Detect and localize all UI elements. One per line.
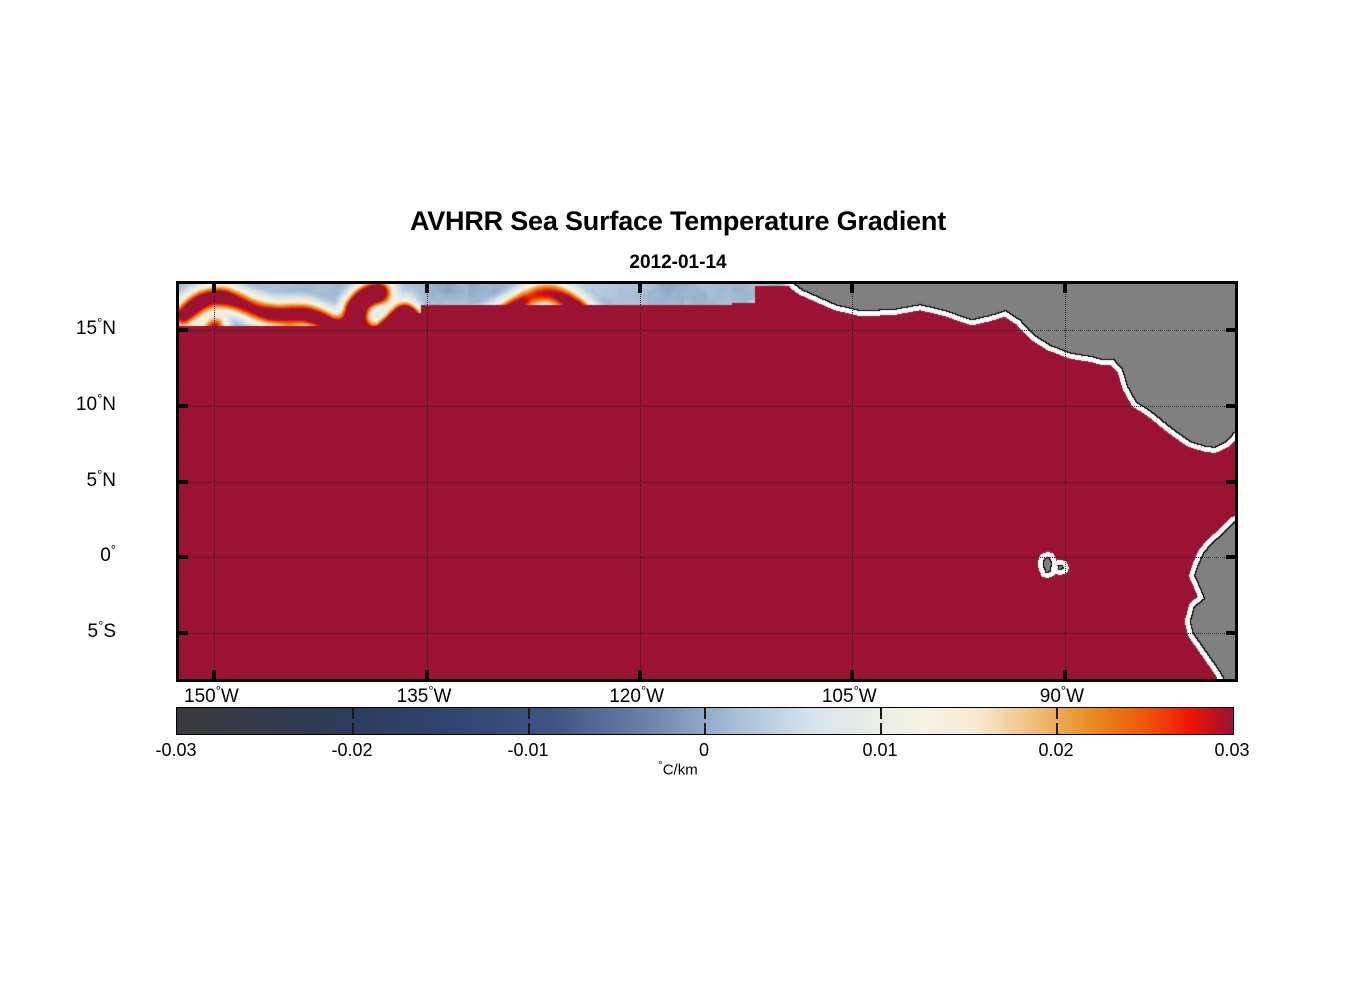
colorbar-unit-text: C/km: [662, 761, 698, 779]
x-axis-label: 90°W: [1039, 683, 1085, 708]
colorbar-tick-label: -0.02: [331, 740, 373, 760]
x-axis-label: 150°W: [184, 683, 239, 708]
y-axis-tick: [179, 327, 188, 332]
x-axis-tick: [850, 284, 855, 293]
colorbar-tick: [528, 723, 530, 734]
y-axis-label: 10°N: [75, 390, 116, 415]
x-axis-tick: [212, 284, 217, 293]
x-axis-tick: [212, 670, 217, 679]
colorbar-tick-label: 0: [698, 740, 710, 760]
y-axis-tick: [1226, 631, 1235, 636]
colorbar-tick-label: 0.03: [1214, 740, 1250, 760]
y-axis-label: 0°: [100, 542, 116, 567]
sst-gradient-field: [179, 284, 1235, 679]
x-axis-tick: [637, 670, 642, 679]
y-axis-tick: [179, 555, 188, 560]
sst-gradient-canvas: [179, 284, 1235, 679]
x-axis-tick: [1062, 284, 1067, 293]
colorbar-tick: [528, 708, 530, 719]
y-axis-tick: [179, 479, 188, 484]
colorbar-tick: [704, 708, 706, 719]
colorbar-tick: [880, 708, 882, 719]
y-axis-label: 5°S: [87, 618, 116, 643]
y-axis-tick: [179, 631, 188, 636]
colorbar-tick-label: 0.01: [862, 740, 898, 760]
x-axis-label: 120°W: [609, 683, 665, 708]
y-axis-label: 15°N: [75, 314, 116, 339]
colorbar-tick: [704, 723, 706, 734]
colorbar-tick: [880, 723, 882, 734]
x-axis-label: 105°W: [821, 683, 877, 708]
x-axis-tick: [850, 670, 855, 679]
degree-symbol-icon: °: [658, 760, 663, 772]
colorbar-tick-label: -0.01: [507, 740, 549, 760]
y-axis-tick: [1226, 403, 1235, 408]
map-plot-area[interactable]: [176, 281, 1238, 682]
y-axis-label: 5°N: [86, 466, 116, 491]
y-axis-tick: [1226, 327, 1235, 332]
y-axis-tick: [1226, 479, 1235, 484]
colorbar-tick-label: -0.03: [155, 740, 197, 760]
colorbar-tick: [1056, 723, 1058, 734]
page-title: AVHRR Sea Surface Temperature Gradient: [409, 206, 947, 236]
x-axis-tick: [425, 670, 430, 679]
x-axis-tick: [425, 284, 430, 293]
colorbar[interactable]: [176, 707, 1234, 735]
x-axis-tick: [637, 284, 642, 293]
y-axis-tick: [1226, 555, 1235, 560]
y-axis-tick: [179, 403, 188, 408]
figure-subtitle-date: 2012-01-14: [629, 252, 727, 273]
x-axis-label: 135°W: [396, 683, 452, 708]
colorbar-tick: [352, 708, 354, 719]
colorbar-tick: [1056, 708, 1058, 719]
x-axis-tick: [1062, 670, 1067, 679]
colorbar-tick-label: 0.02: [1038, 740, 1074, 760]
colorbar-tick: [352, 723, 354, 734]
colorbar-unit-label: °C/km: [0, 760, 1356, 779]
